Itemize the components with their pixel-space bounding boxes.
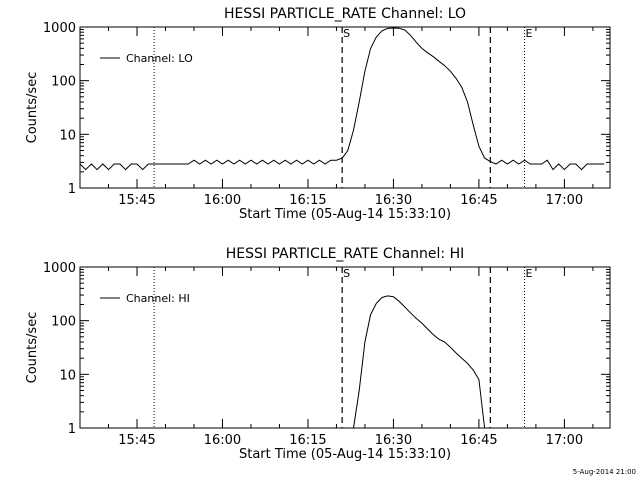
series-line — [353, 295, 486, 429]
x-tick-label: 16:15 — [289, 193, 326, 208]
y-tick-label: 1 — [68, 422, 76, 437]
marker-label: E — [526, 267, 533, 280]
y-tick-label: 1000 — [43, 21, 76, 36]
y-tick-label: 10 — [59, 368, 76, 383]
series-line — [79, 27, 605, 171]
plot-frame — [79, 26, 611, 189]
x-tick-label: 15:45 — [118, 193, 155, 208]
x-tick-label: 16:00 — [204, 193, 241, 208]
x-tick-label: 16:30 — [375, 193, 412, 208]
x-tick-label: 17:00 — [546, 193, 583, 208]
plot-frame — [79, 266, 611, 429]
x-axis-label: Start Time (05-Aug-14 15:33:10) — [239, 207, 451, 222]
x-tick-label: 16:45 — [460, 433, 497, 448]
y-axis-label: Counts/sec — [25, 312, 40, 384]
chart-panel-hi: HESSI PARTICLE_RATE Channel: HI 1 10 100 100… — [25, 246, 611, 462]
marker-label: S — [343, 27, 350, 40]
chart-title: HESSI PARTICLE_RATE Channel: HI — [226, 246, 464, 262]
x-tick-label: 16:15 — [289, 433, 326, 448]
y-tick-label: 1 — [68, 182, 76, 197]
x-tick-label: 16:30 — [375, 433, 412, 448]
footer-timestamp: 5-Aug-2014 21:00 — [573, 468, 636, 476]
chart-panel-lo: HESSI PARTICLE_RATE Channel: LO 1 10 100 100… — [25, 6, 611, 222]
legend-entry: Channel: LO — [126, 52, 193, 65]
legend-entry: Channel: HI — [126, 292, 190, 305]
x-tick-label: 16:00 — [204, 433, 241, 448]
marker-label: E — [526, 27, 533, 40]
x-tick-label: 16:45 — [460, 193, 497, 208]
marker-label: S — [343, 267, 350, 280]
x-tick-label: 17:00 — [546, 433, 583, 448]
chart-title: HESSI PARTICLE_RATE Channel: LO — [224, 6, 466, 22]
y-axis-label: Counts/sec — [25, 72, 40, 144]
y-tick-label: 1000 — [43, 261, 76, 276]
x-tick-label: 15:45 — [118, 433, 155, 448]
y-tick-label: 100 — [51, 315, 76, 330]
y-tick-label: 100 — [51, 75, 76, 90]
x-axis-label: Start Time (05-Aug-14 15:33:10) — [239, 447, 451, 462]
y-tick-label: 10 — [59, 128, 76, 143]
